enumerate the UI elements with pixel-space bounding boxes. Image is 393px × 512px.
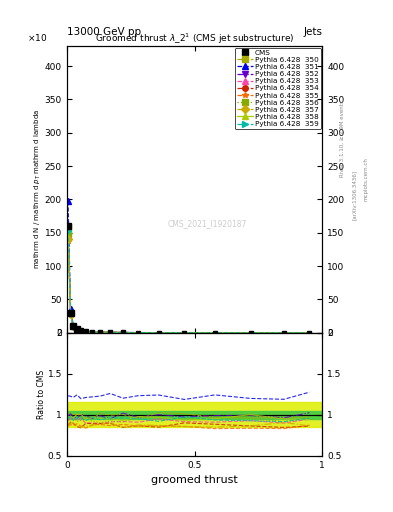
Title: Groomed thrust $\lambda\_2^1$ (CMS jet substructure): Groomed thrust $\lambda\_2^1$ (CMS jet s… [95, 32, 294, 46]
Legend: CMS, Pythia 6.428  350, Pythia 6.428  351, Pythia 6.428  352, Pythia 6.428  353,: CMS, Pythia 6.428 350, Pythia 6.428 351,… [235, 48, 321, 130]
Y-axis label: mathrm d N / mathrm d $p_T$ mathrm d lambda: mathrm d N / mathrm d $p_T$ mathrm d lam… [33, 110, 43, 269]
Text: mcplots.cern.ch: mcplots.cern.ch [364, 157, 369, 201]
Text: 13000 GeV pp: 13000 GeV pp [67, 27, 141, 37]
Text: $\times 10$: $\times 10$ [27, 32, 48, 43]
Text: Jets: Jets [303, 27, 322, 37]
Y-axis label: Ratio to CMS: Ratio to CMS [37, 370, 46, 419]
Text: [arXiv:1306.3436]: [arXiv:1306.3436] [352, 169, 357, 220]
Text: Rivet 3.1.10, ≥ 2.9M events: Rivet 3.1.10, ≥ 2.9M events [340, 100, 345, 177]
X-axis label: groomed thrust: groomed thrust [151, 475, 238, 485]
Text: CMS_2021_I1920187: CMS_2021_I1920187 [168, 219, 247, 228]
